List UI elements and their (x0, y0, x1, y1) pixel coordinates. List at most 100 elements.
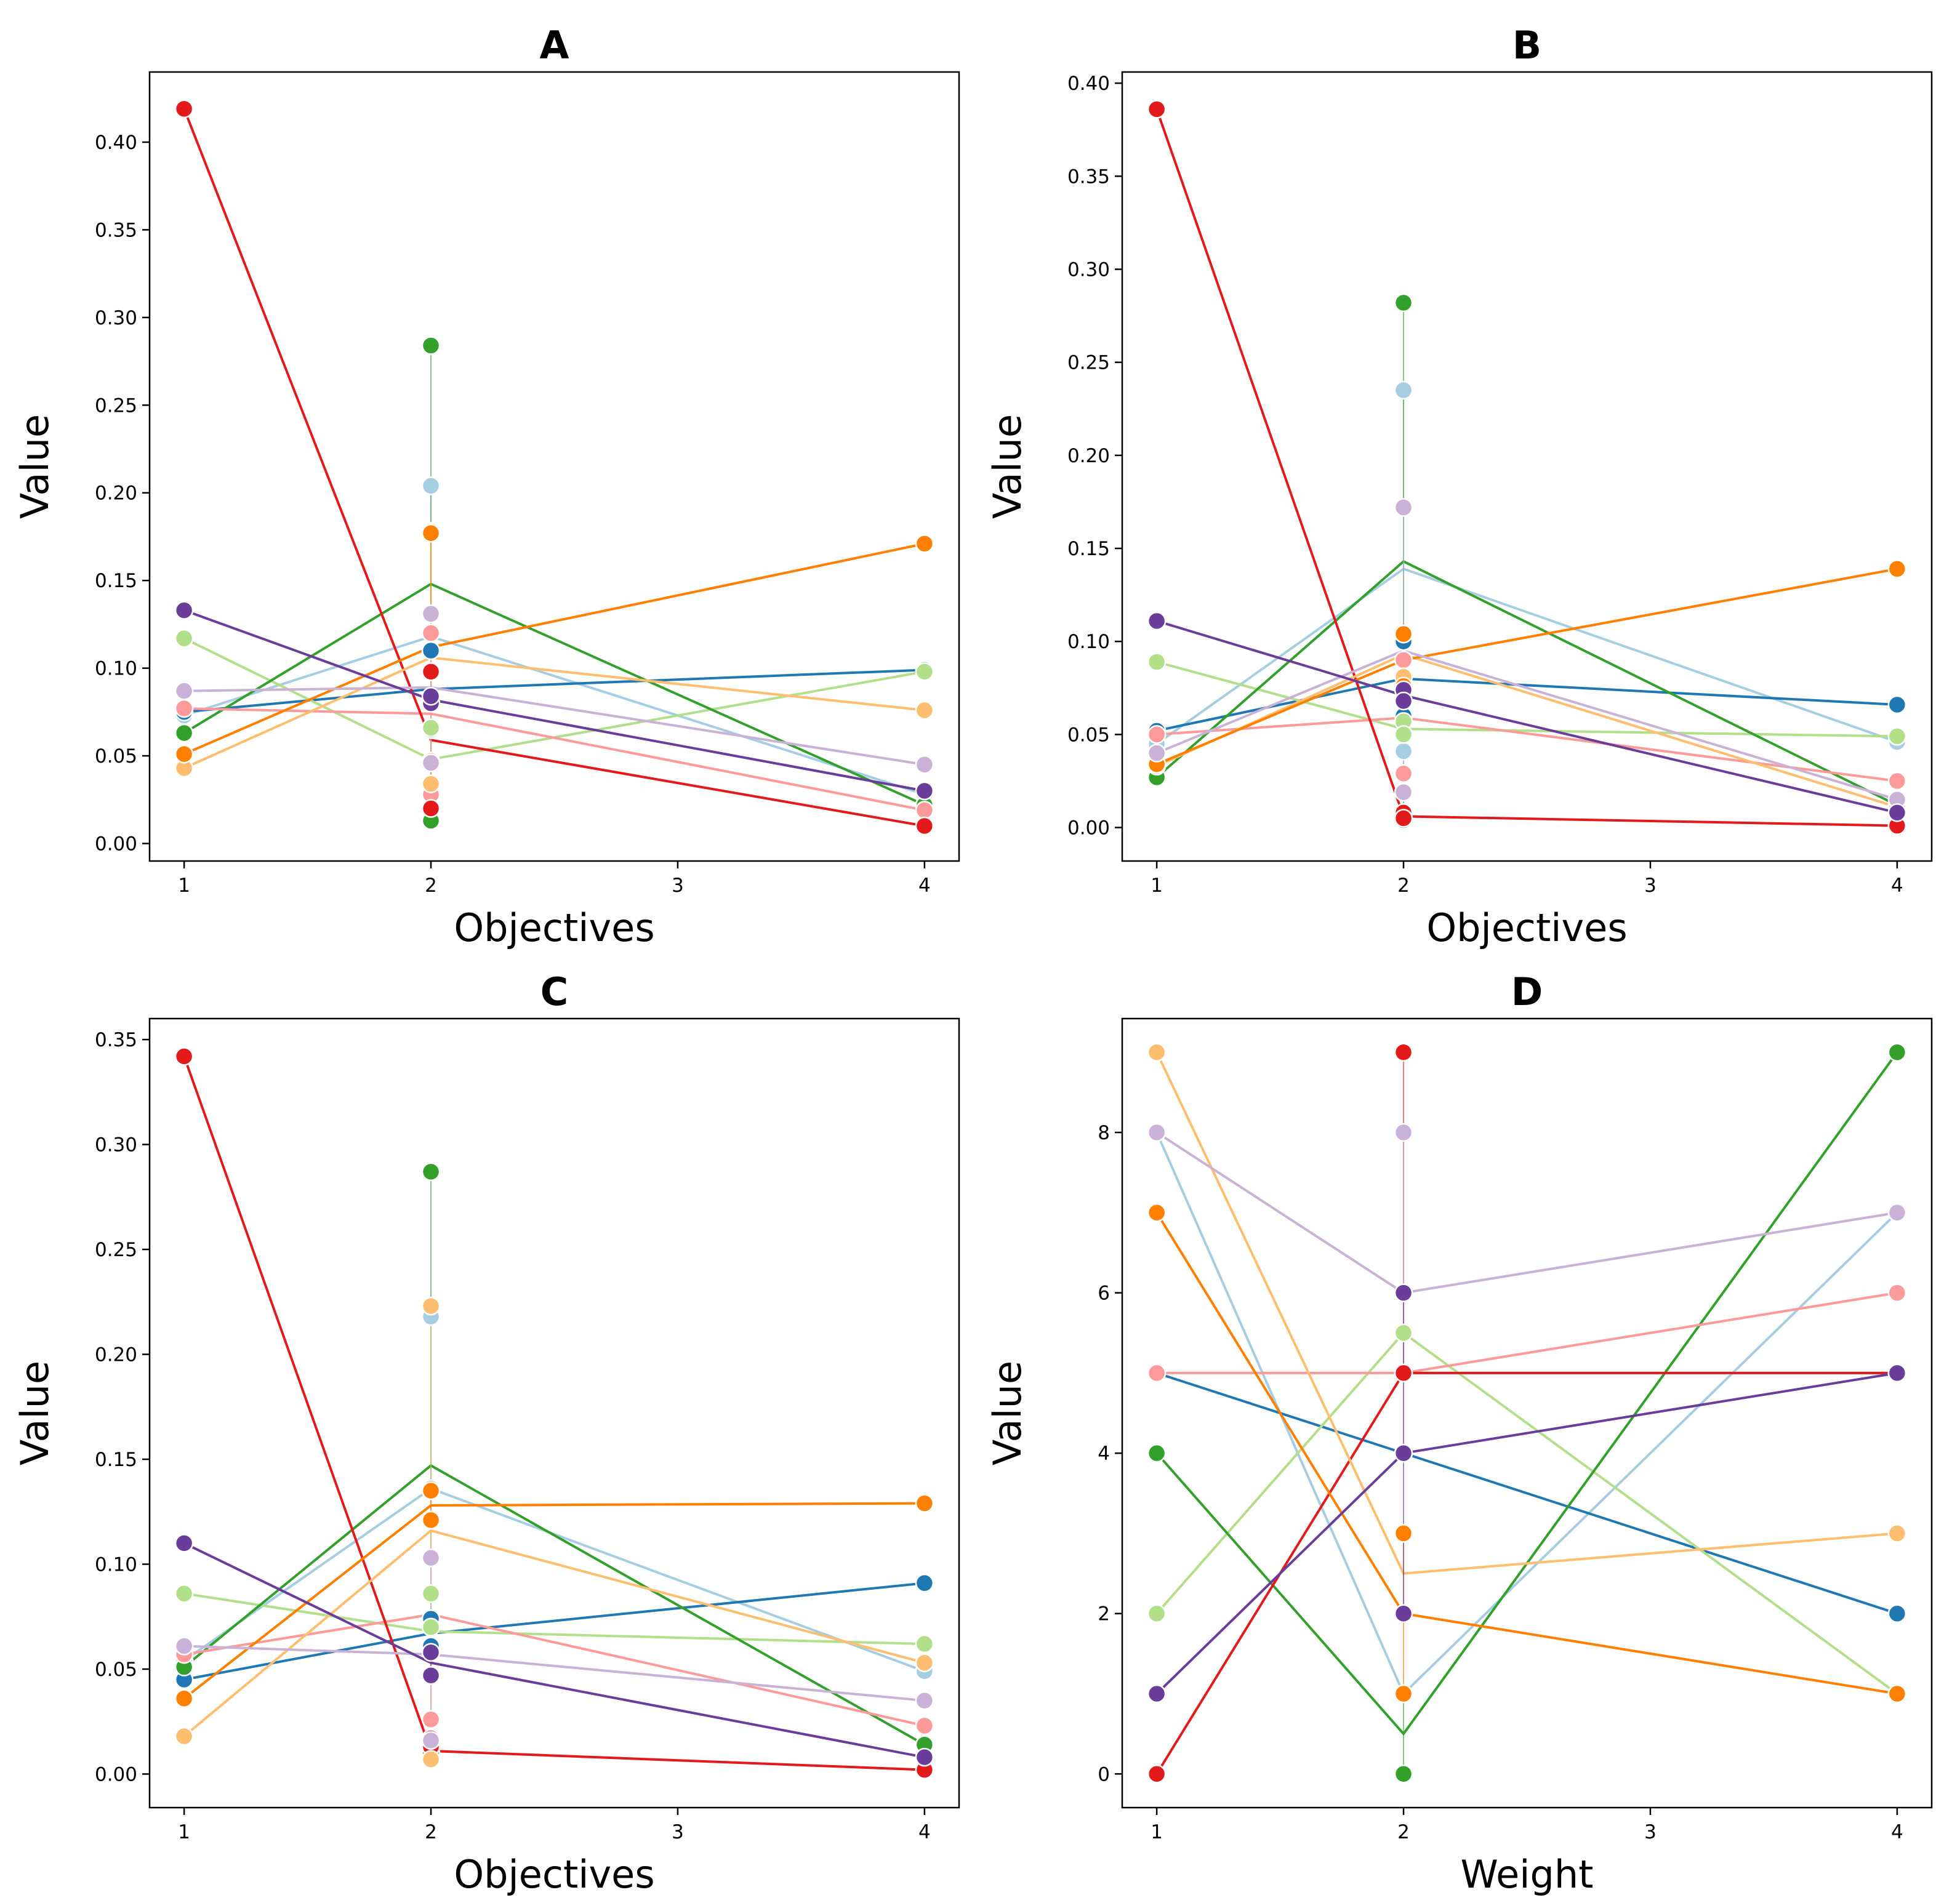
series-6-point (915, 700, 934, 720)
y-tick-label: 0.40 (1067, 73, 1110, 95)
series-7-point (1887, 559, 1907, 579)
series-8-point (1394, 1123, 1413, 1142)
series-8-point (174, 1637, 194, 1656)
series-6-point (915, 1653, 934, 1672)
series-5-point (1394, 1363, 1413, 1383)
panel-b-ylabel: Value (985, 414, 1030, 519)
series-9-point (1394, 1283, 1413, 1302)
series-7-point (1394, 1524, 1413, 1543)
series-5-point (1147, 100, 1167, 119)
series-9-line (1155, 1371, 1898, 1695)
series-9-point (915, 1747, 934, 1767)
series-9-point (1394, 691, 1413, 711)
y-tick-label: 0.20 (95, 483, 137, 505)
series-4-point (1394, 764, 1413, 783)
series-9-point (421, 686, 441, 706)
panel-c: C 0.00 0.05 0.10 0.15 0.20 0.25 0.30 0.35 1 2 3 4 Obj… (12, 969, 960, 1897)
panel-a-title: A (540, 23, 569, 68)
series-5-line (183, 1056, 925, 1771)
series-3-line (183, 1464, 925, 1746)
y-tick-label: 0.20 (1067, 445, 1110, 467)
series-7-point (174, 1689, 194, 1708)
series-4-point (915, 1716, 934, 1736)
y-tick-label: 0.30 (95, 307, 137, 329)
series-8-point (1147, 1123, 1167, 1142)
panel-c-xlabel: Objectives (454, 1852, 654, 1897)
series-1-point (1887, 1604, 1907, 1623)
panel-d-title: D (1511, 969, 1543, 1014)
series-7-point (174, 744, 194, 764)
series-5-point (1394, 1043, 1413, 1062)
series-3-point (421, 336, 441, 355)
series-5-point (174, 1047, 194, 1066)
series-8-point (1394, 782, 1413, 802)
series-2-point (1394, 725, 1413, 744)
x-tick-label: 4 (918, 1821, 931, 1843)
x-tick-label: 4 (1891, 875, 1903, 897)
series-9-point (421, 1665, 441, 1685)
series-2-point (174, 628, 194, 648)
series-7-point (421, 524, 441, 543)
series-2-point (1147, 652, 1167, 671)
panel-b-frame (1121, 71, 1933, 862)
y-tick-label: 0.00 (95, 833, 137, 855)
series-7-point (1147, 1203, 1167, 1222)
series-4-point (1147, 725, 1167, 744)
x-tick-label: 2 (425, 1821, 437, 1843)
panel-a: A 0.00 0.05 0.10 0.15 0.20 0.25 0.30 0.35 0.40 1 2 3… (12, 23, 960, 950)
x-tick-label: 1 (178, 1821, 190, 1843)
y-tick-label: 0.10 (95, 1553, 137, 1576)
series-7-point (1394, 624, 1413, 644)
series-8-point (421, 753, 441, 772)
series-4-point (1887, 771, 1907, 791)
x-tick-label: 3 (672, 875, 684, 897)
y-tick-label: 8 (1098, 1122, 1110, 1144)
series-6-point (1147, 1043, 1167, 1062)
panel-b-xlabel: Objectives (1426, 905, 1627, 950)
y-tick-label: 0.15 (95, 570, 137, 592)
series-9-point (1887, 803, 1907, 822)
y-tick-label: 0.35 (95, 1029, 137, 1051)
y-tick-label: 0.25 (95, 395, 137, 417)
series-9-point (1147, 1684, 1167, 1704)
series-2-point (915, 662, 934, 681)
y-tick-label: 0.15 (1067, 538, 1110, 560)
y-tick-label: 0.30 (1067, 259, 1110, 281)
panel-a-xlabel: Objectives (454, 905, 654, 950)
series-7-point (915, 1494, 934, 1513)
series-8-point (174, 681, 194, 700)
series-8-point (1394, 498, 1413, 517)
panel-c-ylabel: Value (12, 1361, 57, 1465)
series-3-point (1147, 1443, 1167, 1463)
series-9-point (174, 1534, 194, 1553)
series-7-point (1394, 1684, 1413, 1704)
series-6-point (421, 1296, 441, 1316)
series-0-point (1394, 742, 1413, 761)
series-3-point (421, 1162, 441, 1182)
series-8-point (1147, 743, 1167, 763)
series-8-point (421, 604, 441, 623)
y-tick-label: 0.20 (95, 1344, 137, 1366)
series-5-point (421, 799, 441, 818)
series-5-point (421, 662, 441, 681)
series-1-line (1156, 677, 1898, 732)
series-4-point (1147, 1363, 1167, 1383)
y-tick-label: 6 (1098, 1283, 1110, 1305)
x-tick-label: 4 (1891, 1821, 1903, 1843)
panel-d-xlabel: Weight (1460, 1852, 1593, 1897)
x-tick-label: 1 (1151, 875, 1163, 897)
panel-c-frame (148, 1017, 960, 1809)
y-tick-label: 0.00 (1067, 817, 1110, 839)
series-9-point (421, 1643, 441, 1662)
series-3-point (1887, 1043, 1907, 1062)
series-2-point (421, 718, 441, 737)
series-6-point (174, 1726, 194, 1746)
series-4-point (421, 623, 441, 643)
series-3-point (1394, 293, 1413, 313)
series-8-point (421, 1548, 441, 1568)
x-tick-label: 1 (178, 875, 190, 897)
series-2-point (1147, 1604, 1167, 1623)
x-tick-label: 2 (1397, 1821, 1410, 1843)
series-7-point (421, 1481, 441, 1500)
